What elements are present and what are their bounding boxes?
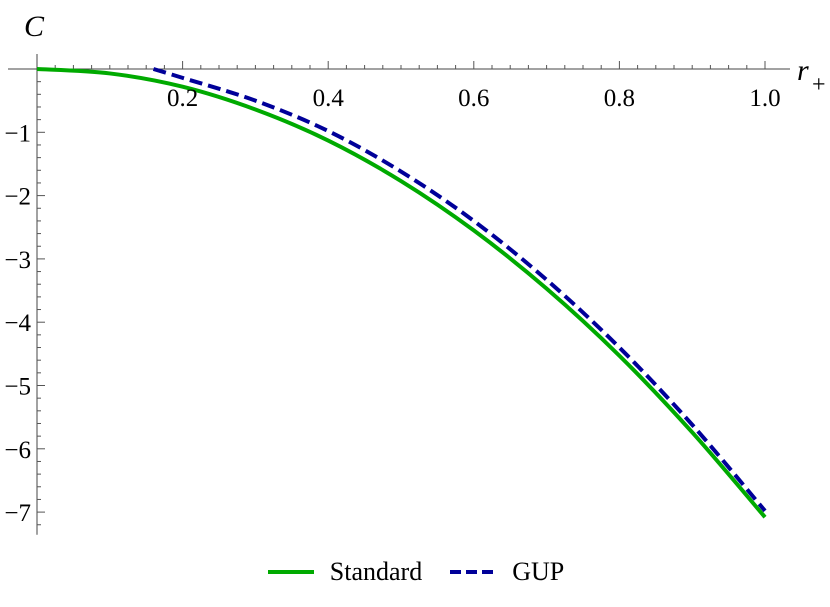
labels-layer: 0.2 0.4 0.6 0.8 1.0 −1 −2 −3 −4 −5 −6 −7 Cr +: [4, 10, 825, 527]
legend-label-standard: Standard: [329, 557, 423, 586]
y-tick-label: −1: [4, 120, 31, 147]
x-tick-label: 1.0: [749, 85, 780, 112]
x-tick-label: 0.8: [604, 85, 635, 112]
y-tick-label: −7: [4, 500, 31, 527]
x-tick-label: 0.4: [313, 85, 345, 112]
y-tick-label: −5: [4, 374, 31, 401]
y-tick-label: −6: [4, 437, 31, 464]
legend: Standard GUP: [0, 552, 830, 592]
x-tick-label: 0.2: [167, 85, 198, 112]
legend-item-standard: Standard: [266, 557, 422, 587]
x-axis-label: r: [797, 54, 809, 87]
legend-swatch-gup: [450, 570, 497, 574]
legend-label-gup: GUP: [512, 557, 565, 586]
y-tick-label: −3: [4, 247, 31, 274]
legend-swatch-standard: [267, 570, 314, 574]
x-axis-label-subscript: +: [812, 72, 826, 98]
series-line-gup: [152, 67, 767, 513]
y-axis-label: C: [24, 10, 45, 43]
axes: [8, 54, 790, 535]
y-tick-label: −4: [4, 310, 31, 337]
series-line-standard: [36, 67, 767, 519]
x-tick-label: 0.6: [458, 85, 489, 112]
legend-item-gup: GUP: [448, 557, 564, 587]
y-tick-label: −2: [4, 184, 31, 211]
series-layer: [36, 67, 767, 519]
